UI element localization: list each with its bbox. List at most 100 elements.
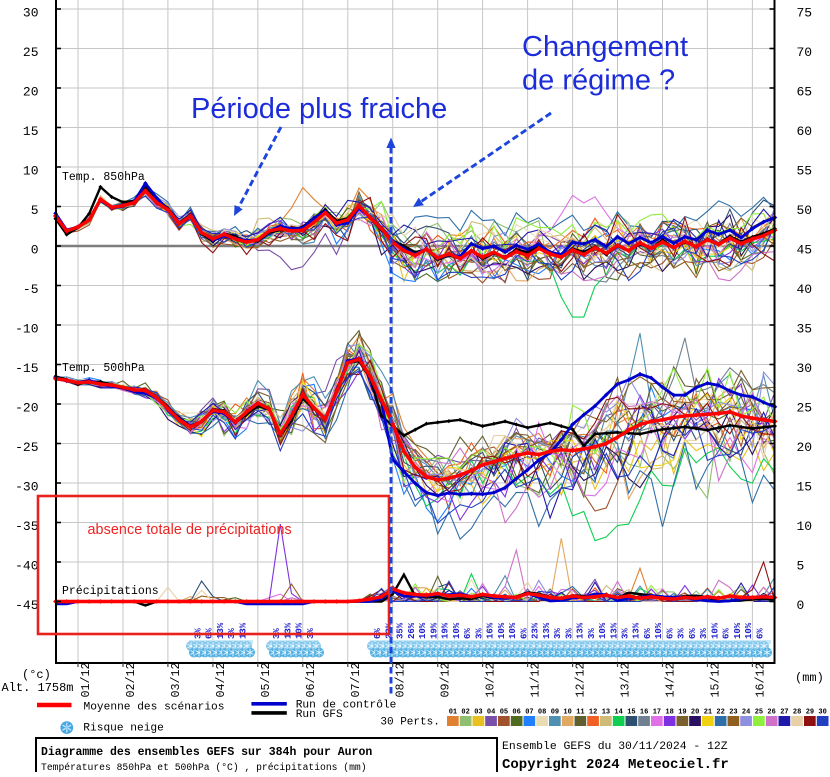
svg-text:27: 27	[780, 709, 788, 717]
svg-text:3%: 3%	[587, 628, 597, 639]
svg-text:65: 65	[797, 85, 813, 100]
svg-text:6%: 6%	[666, 628, 676, 639]
svg-text:20: 20	[797, 440, 813, 455]
svg-text:10%: 10%	[497, 622, 507, 639]
svg-text:-20: -20	[15, 401, 38, 416]
svg-text:15: 15	[797, 480, 813, 495]
svg-text:-35: -35	[15, 519, 38, 534]
svg-text:13%: 13%	[238, 622, 248, 639]
svg-text:(mm): (mm)	[795, 671, 824, 685]
svg-text:Risque neige: Risque neige	[83, 723, 164, 735]
svg-text:25: 25	[755, 709, 763, 717]
svg-text:75: 75	[797, 6, 813, 21]
svg-text:13: 13	[602, 709, 610, 717]
svg-text:3%: 3%	[677, 628, 687, 639]
svg-text:20: 20	[23, 85, 39, 100]
svg-text:Changement: Changement	[522, 31, 688, 63]
svg-text:Période plus fraiche: Période plus fraiche	[191, 93, 447, 125]
svg-text:05: 05	[500, 709, 508, 717]
svg-text:22: 22	[716, 709, 724, 717]
svg-text:06/12: 06/12	[304, 662, 318, 697]
svg-text:15: 15	[627, 709, 635, 717]
svg-text:6%: 6%	[722, 628, 732, 639]
svg-text:Précipitations: Précipitations	[62, 585, 159, 598]
svg-text:absence totale de précipitatio: absence totale de précipitations	[88, 522, 292, 538]
svg-text:19%: 19%	[429, 622, 439, 639]
svg-text:17: 17	[653, 709, 661, 717]
svg-text:14: 14	[614, 709, 622, 717]
svg-text:55: 55	[797, 164, 813, 179]
svg-text:30 Perts.: 30 Perts.	[380, 717, 439, 729]
svg-text:70: 70	[797, 45, 813, 60]
svg-text:07: 07	[525, 709, 533, 717]
svg-text:5: 5	[31, 203, 39, 218]
svg-text:Temp. 500hPa: Temp. 500hPa	[62, 362, 145, 375]
svg-text:Températures 850hPa et 500hPa: Températures 850hPa et 500hPa (°C) , pré…	[41, 762, 367, 772]
svg-text:-5: -5	[23, 282, 39, 297]
svg-text:10%: 10%	[295, 622, 305, 639]
svg-text:16%: 16%	[486, 622, 496, 639]
svg-text:Copyright 2024 Meteociel.fr: Copyright 2024 Meteociel.fr	[502, 757, 729, 772]
svg-text:10%: 10%	[508, 622, 518, 639]
svg-text:25: 25	[23, 45, 39, 60]
svg-text:23: 23	[729, 709, 737, 717]
svg-text:12: 12	[589, 709, 597, 717]
svg-text:Moyenne des scénarios: Moyenne des scénarios	[84, 702, 225, 714]
svg-text:Run de contrôle: Run de contrôle	[296, 700, 397, 712]
svg-text:0: 0	[31, 243, 39, 258]
svg-text:6%: 6%	[688, 628, 698, 639]
svg-text:35: 35	[797, 322, 813, 337]
svg-text:5: 5	[797, 559, 805, 574]
svg-text:10: 10	[797, 519, 813, 534]
svg-text:08: 08	[538, 709, 546, 717]
svg-text:02/12: 02/12	[124, 662, 138, 697]
svg-text:26: 26	[767, 709, 775, 717]
svg-text:03/12: 03/12	[169, 662, 183, 697]
svg-text:40: 40	[797, 282, 813, 297]
svg-text:6%: 6%	[519, 628, 529, 639]
svg-text:28: 28	[793, 709, 801, 717]
svg-text:01/12: 01/12	[79, 662, 93, 697]
svg-text:(°c): (°c)	[22, 668, 51, 682]
svg-text:13%: 13%	[609, 622, 619, 639]
svg-text:Run GFS: Run GFS	[296, 709, 343, 721]
svg-text:30: 30	[797, 361, 813, 376]
svg-text:10/12: 10/12	[484, 662, 498, 697]
svg-text:10%: 10%	[654, 622, 664, 639]
svg-text:08/12: 08/12	[394, 662, 408, 697]
svg-text:26%: 26%	[407, 622, 417, 639]
svg-text:13%: 13%	[216, 622, 226, 639]
svg-text:10%: 10%	[710, 622, 720, 639]
svg-text:15/12: 15/12	[708, 662, 722, 697]
svg-text:10: 10	[563, 709, 571, 717]
svg-text:02: 02	[461, 709, 469, 717]
svg-text:3%: 3%	[553, 628, 563, 639]
svg-text:60: 60	[797, 124, 813, 139]
svg-text:20: 20	[691, 709, 699, 717]
svg-text:10%: 10%	[598, 622, 608, 639]
svg-text:35%: 35%	[396, 622, 406, 639]
svg-text:10: 10	[23, 164, 39, 179]
svg-text:3%: 3%	[621, 628, 631, 639]
svg-text:30: 30	[23, 6, 39, 21]
svg-text:de régime ?: de régime ?	[522, 65, 675, 97]
svg-text:19%: 19%	[441, 622, 451, 639]
svg-text:12/12: 12/12	[574, 662, 588, 697]
svg-text:6%: 6%	[643, 628, 653, 639]
svg-text:30: 30	[818, 709, 826, 717]
svg-text:10%: 10%	[452, 622, 462, 639]
svg-text:6%: 6%	[463, 628, 473, 639]
svg-text:16: 16	[640, 709, 648, 717]
svg-text:-45: -45	[15, 598, 38, 613]
svg-text:13%: 13%	[283, 622, 293, 639]
svg-text:03: 03	[474, 709, 482, 717]
svg-text:11: 11	[576, 709, 584, 717]
svg-text:16/12: 16/12	[753, 662, 767, 697]
svg-text:24: 24	[742, 709, 750, 717]
svg-text:23%: 23%	[531, 622, 541, 639]
svg-text:3%: 3%	[474, 628, 484, 639]
svg-text:-10: -10	[15, 322, 38, 337]
svg-text:07/12: 07/12	[349, 662, 363, 697]
svg-text:04/12: 04/12	[214, 662, 228, 697]
svg-text:09: 09	[551, 709, 559, 717]
